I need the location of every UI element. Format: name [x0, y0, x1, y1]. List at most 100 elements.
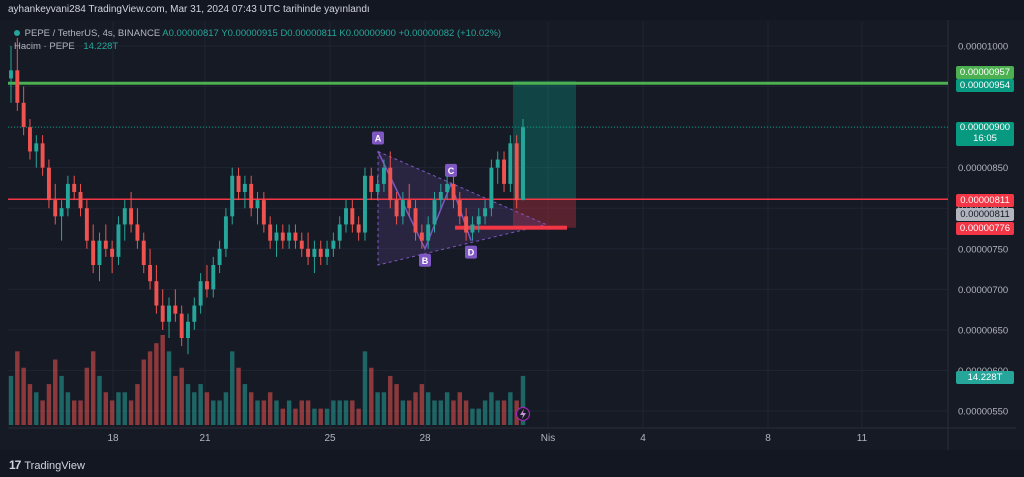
candle-body [299, 240, 304, 249]
candle-body [84, 208, 89, 241]
tradingview-brand: TradingView [24, 460, 85, 472]
candle-body [337, 224, 342, 241]
volume-bar [192, 392, 197, 425]
candle-body [211, 265, 216, 290]
candle-body [274, 232, 279, 241]
volume-price-label: 14.228T [956, 371, 1014, 384]
volume-bar [236, 367, 241, 425]
candle-body [167, 305, 171, 322]
volume-bar [103, 392, 109, 425]
stop-price-label: 0.00000776 [956, 222, 1014, 235]
candle-countdown: 16:05 [973, 133, 997, 144]
candle-body [400, 200, 405, 217]
candle-body [103, 240, 108, 249]
volume-bar [400, 400, 406, 425]
candle-body [261, 200, 266, 225]
candle-body [179, 313, 184, 338]
volume-bar [147, 351, 153, 425]
pattern-point-label: D [468, 248, 475, 258]
stop-level-bar [455, 225, 567, 230]
volume-bar [286, 400, 292, 425]
volume-bar [407, 400, 412, 425]
pattern-point-label: C [448, 166, 455, 176]
candle-body [318, 248, 323, 257]
volume-bar [8, 375, 14, 425]
y-tick-label: 0.00000650 [958, 325, 1008, 336]
volume-bar [394, 384, 399, 425]
candle-body [268, 224, 273, 241]
x-tick-label: 21 [199, 433, 211, 444]
candle-body [186, 321, 190, 338]
volume-bar [438, 400, 444, 425]
candle-body [293, 232, 298, 241]
volume-value: 14.228T [83, 41, 119, 52]
volume-bar [299, 400, 304, 425]
volume-bar [217, 400, 222, 425]
current-price: 0.00000900 [959, 122, 1011, 133]
candle-body [331, 240, 336, 249]
candle-body [91, 240, 96, 265]
volume-bar [141, 359, 146, 425]
lightning-bolt-icon [520, 409, 526, 419]
volume-bar [154, 343, 159, 425]
x-tick-label: 28 [419, 433, 431, 444]
x-tick-label: 4 [640, 433, 646, 444]
candle-body [476, 216, 481, 225]
volume-bar [419, 384, 425, 425]
volume-legend[interactable]: Hacim · PEPE 14.228T [14, 41, 118, 52]
tradingview-logo[interactable]: 17 TradingView [9, 458, 85, 472]
candle-body [445, 183, 450, 192]
candle-body [59, 208, 64, 217]
candle-body [28, 127, 32, 152]
candle-body [438, 192, 443, 201]
entry-price-label: 0.00000811 [956, 208, 1014, 221]
candle-body [521, 127, 525, 201]
candle-body [129, 208, 134, 225]
volume-bar [337, 400, 342, 425]
volume-bar [343, 400, 349, 425]
candle-body [388, 167, 393, 201]
candle-body [242, 183, 247, 192]
candle-body [97, 240, 102, 265]
volume-bar [476, 408, 481, 425]
footer: 17 TradingView [0, 450, 1024, 477]
candle-body [306, 248, 311, 257]
volume-bar [261, 400, 267, 425]
volume-bar [230, 351, 235, 425]
candle-body [65, 183, 70, 209]
candle-body [419, 232, 424, 241]
candle-body [514, 143, 519, 201]
volume-bar [185, 384, 191, 425]
y-tick-label: 0.00001000 [958, 42, 1008, 53]
volume-bar [97, 375, 102, 425]
volume-bar [122, 392, 127, 425]
candle-body [312, 248, 317, 257]
tradingview-logo-mark: 17 [9, 458, 21, 472]
volume-bar [274, 400, 279, 425]
candle-body [78, 192, 83, 209]
candle-body [141, 240, 146, 265]
volume-bar [451, 400, 456, 425]
candle-body [381, 167, 386, 184]
volume-bar [198, 384, 203, 425]
x-tick-label: Nis [541, 433, 555, 444]
candle-body [356, 224, 361, 233]
volume-bar [324, 408, 330, 425]
candle-body [160, 305, 165, 322]
volume-bar [362, 351, 368, 425]
candle-body [432, 200, 437, 225]
candle-body [110, 248, 115, 257]
volume-bar [242, 384, 248, 425]
volume-bar [463, 400, 469, 425]
volume-bar [34, 392, 39, 425]
candlestick-chart[interactable]: 0.000010000.000009500.000009000.00000850… [0, 0, 1024, 450]
volume-bar [413, 392, 418, 425]
symbol-legend[interactable]: PEPE / TetherUS, 4s, BINANCE A0.00000817… [14, 28, 501, 39]
volume-bar [59, 375, 64, 425]
candle-body [470, 224, 475, 233]
candle-body [287, 232, 292, 241]
volume-bar [508, 392, 513, 425]
volume-bar [350, 400, 355, 425]
volume-bar [204, 392, 210, 425]
volume-bar [179, 367, 184, 425]
